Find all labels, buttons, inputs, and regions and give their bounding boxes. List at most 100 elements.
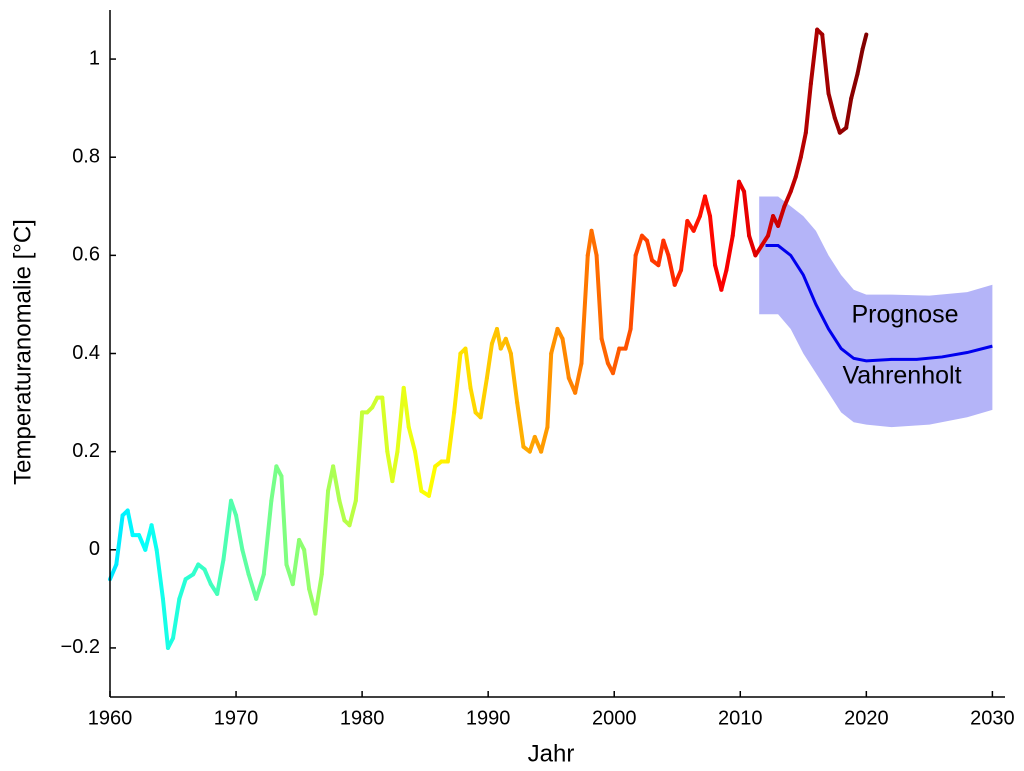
line-segment (798, 130, 808, 160)
line-segment (844, 96, 854, 130)
line-segment (254, 572, 266, 601)
line-segment (691, 214, 702, 233)
y-tick-label: 0 (89, 538, 100, 560)
line-segment (808, 27, 820, 86)
line-segment (413, 449, 424, 493)
line-segment (599, 336, 610, 366)
line-segment (202, 567, 213, 587)
line-segment (860, 32, 869, 52)
y-tick-label: −0.2 (61, 636, 100, 658)
line-segment (246, 572, 259, 601)
x-tick-label: 1990 (466, 707, 511, 729)
forecast-line (765, 244, 993, 363)
line-segment (702, 194, 713, 219)
x-tick-label: 1960 (88, 707, 133, 729)
x-axis-title: Jahr (528, 740, 575, 767)
line-segment (468, 385, 478, 415)
x-tick-label: 2020 (844, 707, 889, 729)
line-segment (229, 498, 239, 518)
y-tick-label: 0.4 (72, 342, 100, 364)
line-segment (426, 464, 438, 498)
line-segment (319, 488, 331, 577)
line-segment (719, 268, 729, 292)
line-segment (708, 214, 718, 268)
line-segment (337, 498, 347, 523)
line-segment (290, 537, 302, 587)
line-segment (279, 474, 289, 567)
line-segment (503, 336, 513, 356)
line-segment (240, 547, 251, 577)
line-segment (452, 351, 463, 415)
line-segment (353, 410, 365, 503)
line-segment (742, 189, 752, 238)
annotation: Vahrenholt (842, 362, 961, 390)
line-segment (645, 238, 655, 263)
line-segment (579, 253, 590, 366)
line-segment (747, 233, 758, 258)
line-segment (832, 115, 842, 135)
line-segment (803, 81, 813, 135)
line-segment (515, 400, 526, 449)
y-tick-label: 0.8 (72, 145, 100, 167)
line-segment (177, 577, 188, 601)
line-segment (573, 361, 584, 395)
line-segment (793, 155, 803, 179)
line-segment (633, 233, 644, 258)
line-segment (478, 376, 489, 420)
line-segment (666, 253, 677, 287)
line-segment (114, 513, 125, 567)
line-segment (661, 238, 671, 258)
line-segment (788, 174, 798, 194)
line-segment (154, 547, 165, 601)
line-segment (302, 547, 312, 592)
line-segment (776, 204, 787, 228)
line-segment (395, 385, 406, 454)
line-segment (589, 228, 599, 258)
line-segment (221, 498, 234, 562)
line-segment (160, 596, 170, 650)
line-segment (560, 336, 571, 381)
y-tick-label: 1 (89, 47, 100, 69)
line-segment (594, 253, 604, 341)
line-segment (108, 562, 119, 582)
y-tick-label: 0.2 (72, 440, 100, 462)
line-segment (610, 346, 622, 376)
line-segment (782, 189, 793, 209)
line-segment (766, 214, 776, 238)
forecast-band (759, 196, 993, 428)
line-segment (623, 326, 633, 351)
line-segment (545, 351, 554, 430)
line-segment (628, 253, 638, 331)
line-segment (656, 238, 666, 268)
line-segment (849, 71, 860, 101)
line-segment (826, 91, 837, 120)
line-segment (215, 557, 226, 596)
line-segment (331, 464, 342, 503)
line-segment (125, 508, 135, 538)
line-segment (672, 268, 684, 287)
line-segment (855, 47, 865, 76)
x-tick-label: 2000 (592, 707, 637, 729)
line-segment (445, 410, 457, 464)
line-segment (508, 351, 520, 405)
x-tick-label: 1980 (340, 707, 385, 729)
line-segment (149, 523, 159, 552)
line-segment (539, 425, 550, 454)
line-segment (406, 425, 418, 454)
line-segment (820, 32, 831, 96)
line-segment (347, 498, 358, 528)
line-segment (724, 233, 735, 273)
y-tick-label: 0.6 (72, 244, 100, 266)
annotation: Prognose (851, 301, 958, 329)
line-segment (484, 341, 494, 381)
line-segment (679, 219, 690, 273)
line-segment (463, 346, 473, 390)
line-segment (269, 464, 279, 503)
line-segment (730, 179, 742, 238)
line-segment (390, 449, 400, 484)
line-segment (549, 326, 560, 356)
x-tick-label: 2010 (718, 707, 763, 729)
line-segment (171, 596, 182, 641)
line-segment (234, 513, 245, 552)
